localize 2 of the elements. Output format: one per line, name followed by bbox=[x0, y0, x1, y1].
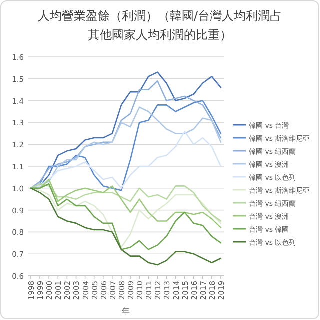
xlabel: 年 bbox=[122, 307, 130, 316]
title: 人均營業盈餘（利潤）（韓國/台灣人均利潤占其他國家人均利潤的比重） bbox=[38, 9, 282, 42]
